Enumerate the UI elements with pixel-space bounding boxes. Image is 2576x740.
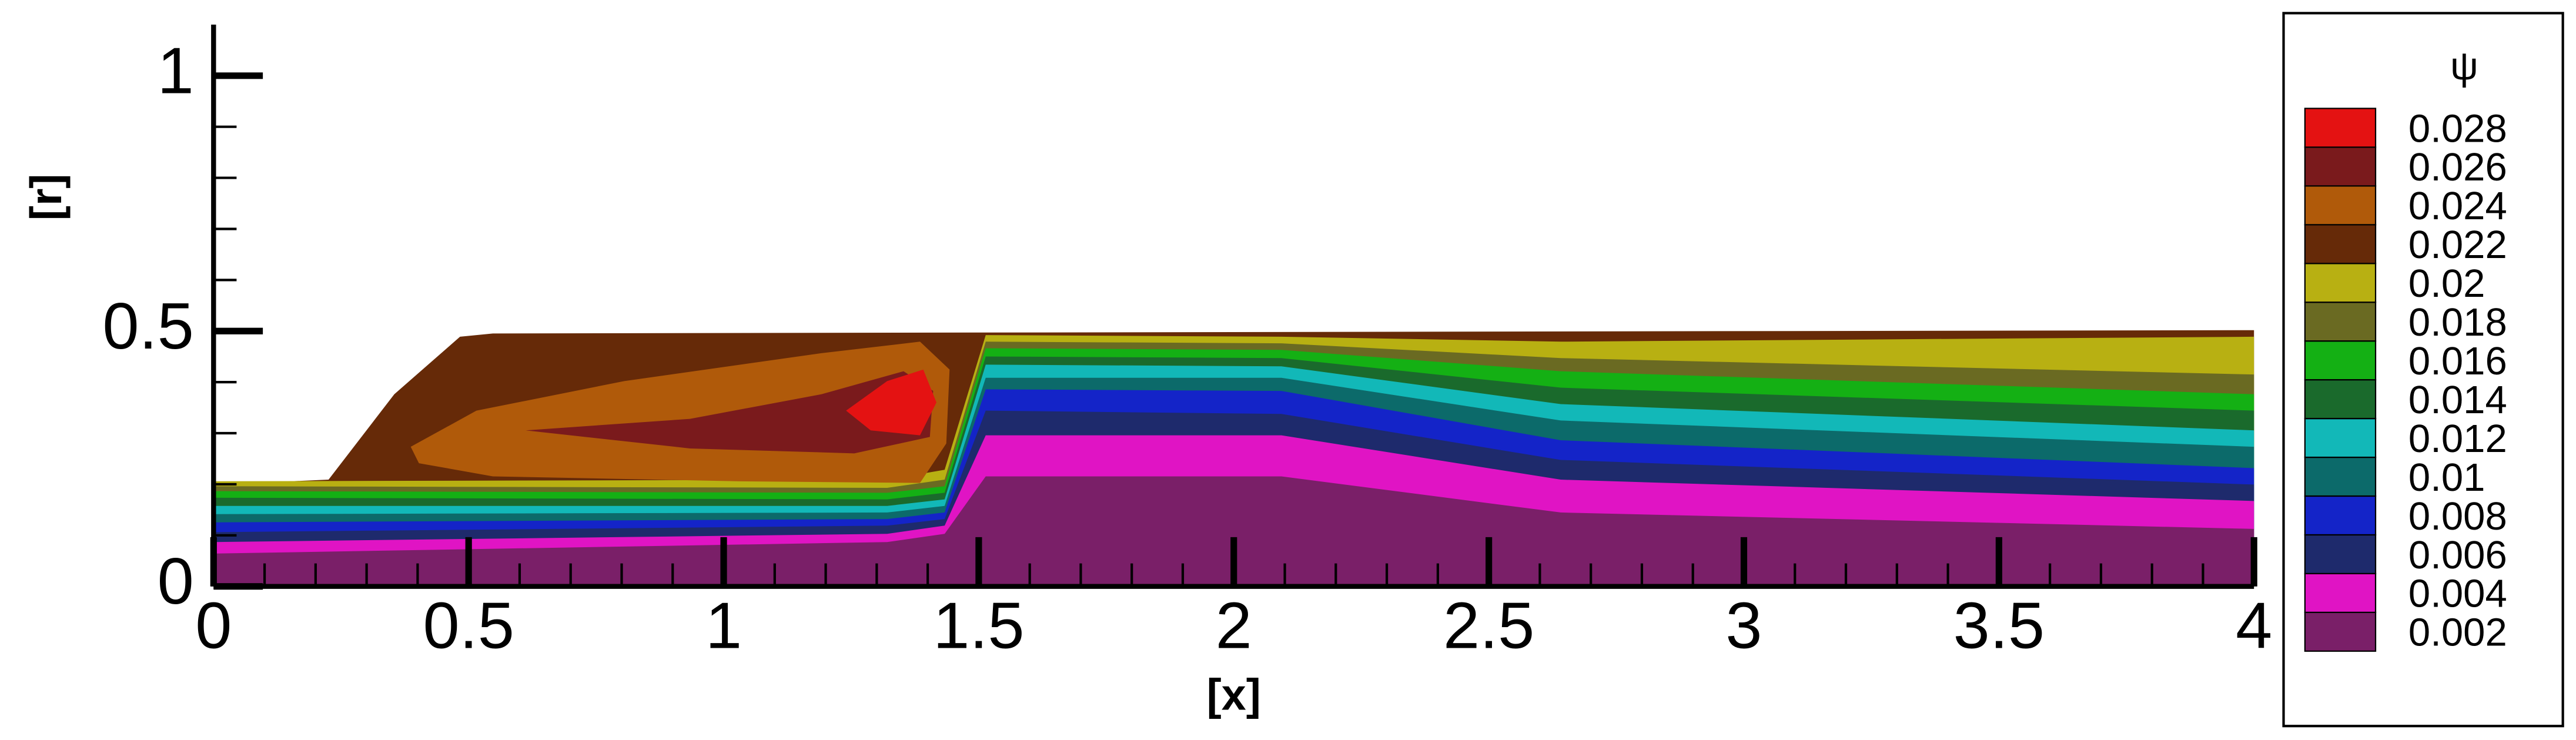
legend-swatch — [2304, 108, 2377, 148]
contour-band — [846, 369, 936, 436]
legend-label: 0.022 — [2408, 223, 2507, 267]
legend-swatch — [2304, 495, 2377, 536]
legend-swatch — [2304, 302, 2377, 342]
legend-swatch — [2304, 534, 2377, 575]
legend-label: 0.026 — [2408, 145, 2507, 189]
x-tick-label: 0 — [195, 589, 232, 662]
legend-label: 0.01 — [2408, 456, 2485, 500]
legend-label: 0.006 — [2408, 533, 2507, 577]
legend-swatch — [2304, 456, 2377, 497]
y-tick-label: 0 — [158, 544, 194, 618]
legend-label: 0.014 — [2408, 378, 2507, 422]
x-axis-label: [x] — [1207, 670, 1261, 719]
x-tick-label: 3 — [1725, 589, 1762, 662]
y-tick-label: 0.5 — [102, 289, 193, 363]
y-axis-label: [r] — [21, 174, 71, 221]
legend-swatch — [2304, 146, 2377, 187]
legend-label: 0.016 — [2408, 339, 2507, 383]
legend-box — [2282, 12, 2564, 728]
legend-label: 0.028 — [2408, 106, 2507, 150]
legend-label: 0.012 — [2408, 417, 2507, 461]
legend-label: 0.02 — [2408, 262, 2485, 306]
legend-label: 0.004 — [2408, 572, 2507, 616]
legend-label: 0.018 — [2408, 300, 2507, 344]
x-tick-label: 4 — [2236, 589, 2272, 662]
legend-swatch — [2304, 224, 2377, 264]
x-tick-label: 2 — [1216, 589, 1252, 662]
legend-label: 0.024 — [2408, 184, 2507, 228]
x-tick-label: 1 — [705, 589, 742, 662]
y-tick-label: 1 — [158, 34, 194, 107]
legend-swatch — [2304, 379, 2377, 420]
contour-band — [526, 371, 934, 454]
x-tick-label: 2.5 — [1443, 589, 1534, 662]
legend-label: 0.008 — [2408, 494, 2507, 538]
legend-swatch — [2304, 340, 2377, 381]
x-tick-label: 3.5 — [1953, 589, 2045, 662]
legend-title: ψ — [2450, 44, 2478, 88]
legend-swatch — [2304, 263, 2377, 303]
legend-swatch — [2304, 611, 2377, 652]
x-tick-label: 0.5 — [423, 589, 514, 662]
legend-swatch — [2304, 185, 2377, 226]
legend-label: 0.002 — [2408, 611, 2507, 655]
x-tick-label: 1.5 — [933, 589, 1024, 662]
legend-swatch — [2304, 417, 2377, 458]
legend-swatch — [2304, 572, 2377, 613]
